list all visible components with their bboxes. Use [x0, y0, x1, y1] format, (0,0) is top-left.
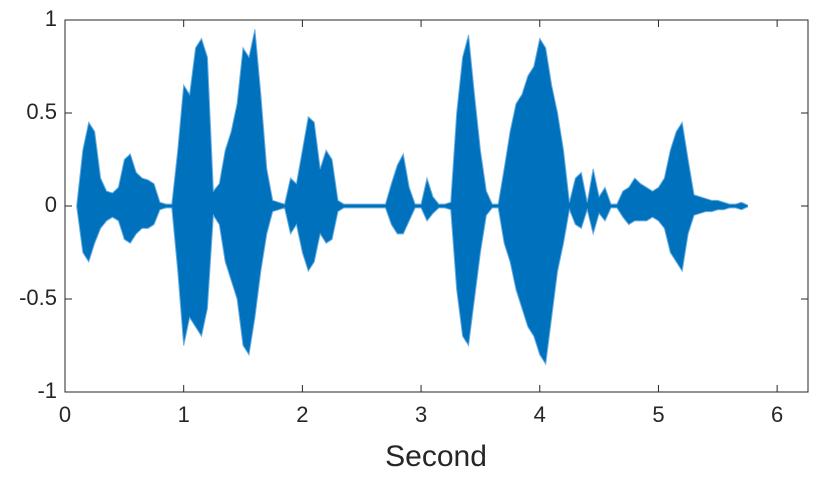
x-tick-label: 1 — [178, 402, 190, 427]
y-tick-label: 0 — [45, 192, 57, 217]
x-tick-label: 6 — [771, 402, 783, 427]
x-tick-label: 4 — [534, 402, 546, 427]
y-tick-label: -0.5 — [19, 285, 57, 310]
waveform-upper — [76, 29, 748, 207]
x-tick-label: 0 — [59, 402, 71, 427]
x-tick-label: 5 — [652, 402, 664, 427]
y-tick-label: -1 — [37, 378, 57, 403]
x-tick-label: 3 — [415, 402, 427, 427]
y-tick-label: 0.5 — [26, 99, 57, 124]
waveform-lower — [76, 205, 748, 366]
y-tick-label: 1 — [45, 6, 57, 31]
x-tick-label: 2 — [296, 402, 308, 427]
x-axis-label: Second — [385, 440, 487, 473]
